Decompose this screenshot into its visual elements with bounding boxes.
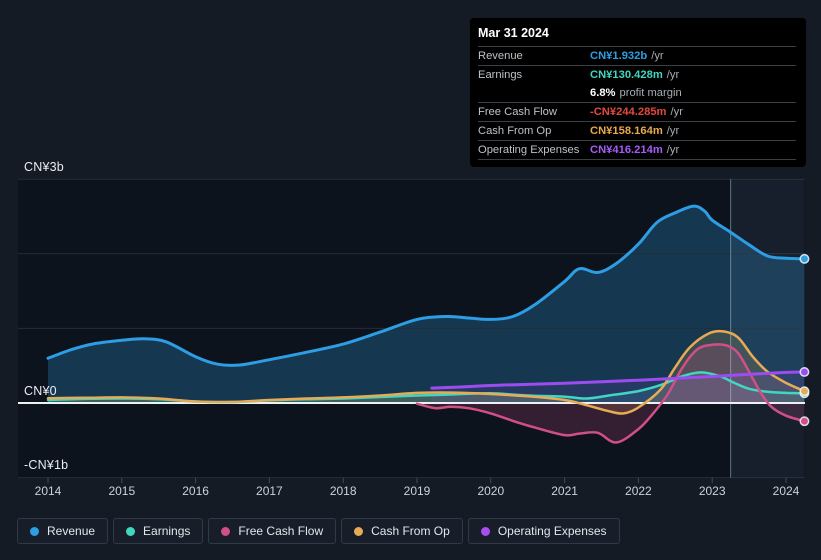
x-axis-label-2021: 2021	[551, 484, 578, 498]
x-axis-label-2016: 2016	[182, 484, 209, 498]
endpoint-dot-operating-expenses	[799, 367, 810, 377]
x-axis-label-2017: 2017	[256, 484, 283, 498]
legend-item-revenue[interactable]: Revenue	[17, 518, 109, 544]
legend-label: Free Cash Flow	[238, 524, 324, 538]
series-area-revenue	[48, 206, 805, 403]
tooltip-row-profit-margin: 6.8% profit margin	[478, 84, 796, 102]
endpoint-dot-free-cash-flow	[799, 416, 810, 427]
series-line-cash-from-op	[46, 329, 806, 415]
tooltip-label: Cash From Op	[478, 124, 552, 137]
tooltip-row-cash-from-op: Cash From Op CN¥158.164m/yr	[478, 121, 796, 140]
endpoint-dot-cash-from-op	[799, 386, 810, 397]
tooltip-value: CN¥416.214m	[590, 143, 663, 156]
series-area-cash-from-op	[48, 331, 805, 414]
tooltip-suffix: /yr	[666, 68, 680, 81]
legend-item-earnings[interactable]: Earnings	[113, 518, 204, 544]
tooltip-label: Free Cash Flow	[478, 105, 557, 118]
chart-tooltip: Mar 31 2024 Revenue CN¥1.932b/yr Earnings…	[470, 18, 806, 167]
legend-dot-operating-expenses	[480, 526, 490, 536]
legend-dot-revenue	[30, 526, 39, 536]
x-axis-label-2015: 2015	[108, 484, 136, 498]
tooltip-label: Operating Expenses	[478, 143, 580, 156]
tooltip-row-operating-expenses: Operating Expenses CN¥416.214m/yr	[478, 140, 796, 160]
x-axis-label-2019: 2019	[403, 484, 431, 498]
tooltip-row-earnings: Earnings CN¥130.428m/yr	[478, 65, 796, 84]
x-axis-label-2014: 2014	[34, 484, 62, 498]
series-area-free-cash-flow	[417, 344, 805, 443]
series-line-revenue	[46, 204, 806, 367]
x-axis-label-2018: 2018	[329, 484, 357, 498]
x-axis-label-2022: 2022	[625, 484, 652, 498]
legend-dot-cash-from-op	[354, 526, 364, 536]
legend-label: Operating Expenses	[497, 524, 607, 538]
tooltip-row-free-cash-flow: Free Cash Flow -CN¥244.285m/yr	[478, 102, 796, 121]
chart-canvas[interactable]	[0, 0, 821, 508]
legend-dot-earnings	[126, 526, 136, 536]
chart-legend: Revenue Earnings Free Cash Flow Cash From O…	[17, 518, 620, 544]
y-axis-label-3b: CN¥3b	[24, 159, 64, 174]
legend-item-operating-expenses[interactable]: Operating Expenses	[467, 518, 620, 544]
tooltip-label: Earnings	[478, 68, 523, 81]
legend-label: Cash From Op	[371, 524, 450, 538]
x-axis-label-2024: 2024	[772, 484, 800, 498]
tooltip-value: CN¥158.164m	[590, 124, 663, 137]
legend-label: Revenue	[47, 524, 96, 538]
tooltip-value: CN¥1.932b	[590, 49, 648, 62]
tooltip-label: Revenue	[478, 49, 523, 62]
legend-label: Earnings	[143, 524, 191, 538]
series-line-operating-expenses	[430, 370, 806, 390]
tooltip-date: Mar 31 2024	[478, 26, 549, 40]
tooltip-suffix: profit margin	[619, 86, 682, 99]
y-axis-label--1b: -CN¥1b	[24, 458, 69, 473]
tooltip-row-revenue: Revenue CN¥1.932b/yr	[478, 46, 796, 65]
legend-item-cash-from-op[interactable]: Cash From Op	[341, 518, 463, 544]
x-axis-label-2023: 2023	[698, 484, 726, 498]
endpoint-dot-revenue	[799, 253, 810, 264]
tooltip-suffix: /yr	[666, 143, 680, 156]
tooltip-suffix: /yr	[651, 49, 664, 62]
y-axis-label-0b: CN¥0	[24, 383, 57, 398]
legend-dot-free-cash-flow	[221, 526, 231, 536]
tooltip-value: CN¥130.428m	[590, 68, 663, 81]
highlight-band	[730, 179, 805, 478]
tooltip-value: -CN¥244.285m	[590, 105, 667, 118]
x-axis-label-2020: 2020	[477, 484, 505, 498]
tooltip-suffix: /yr	[666, 124, 680, 137]
legend-item-free-cash-flow[interactable]: Free Cash Flow	[208, 518, 337, 544]
tooltip-value: 6.8%	[590, 86, 616, 99]
tooltip-suffix: /yr	[670, 105, 683, 118]
